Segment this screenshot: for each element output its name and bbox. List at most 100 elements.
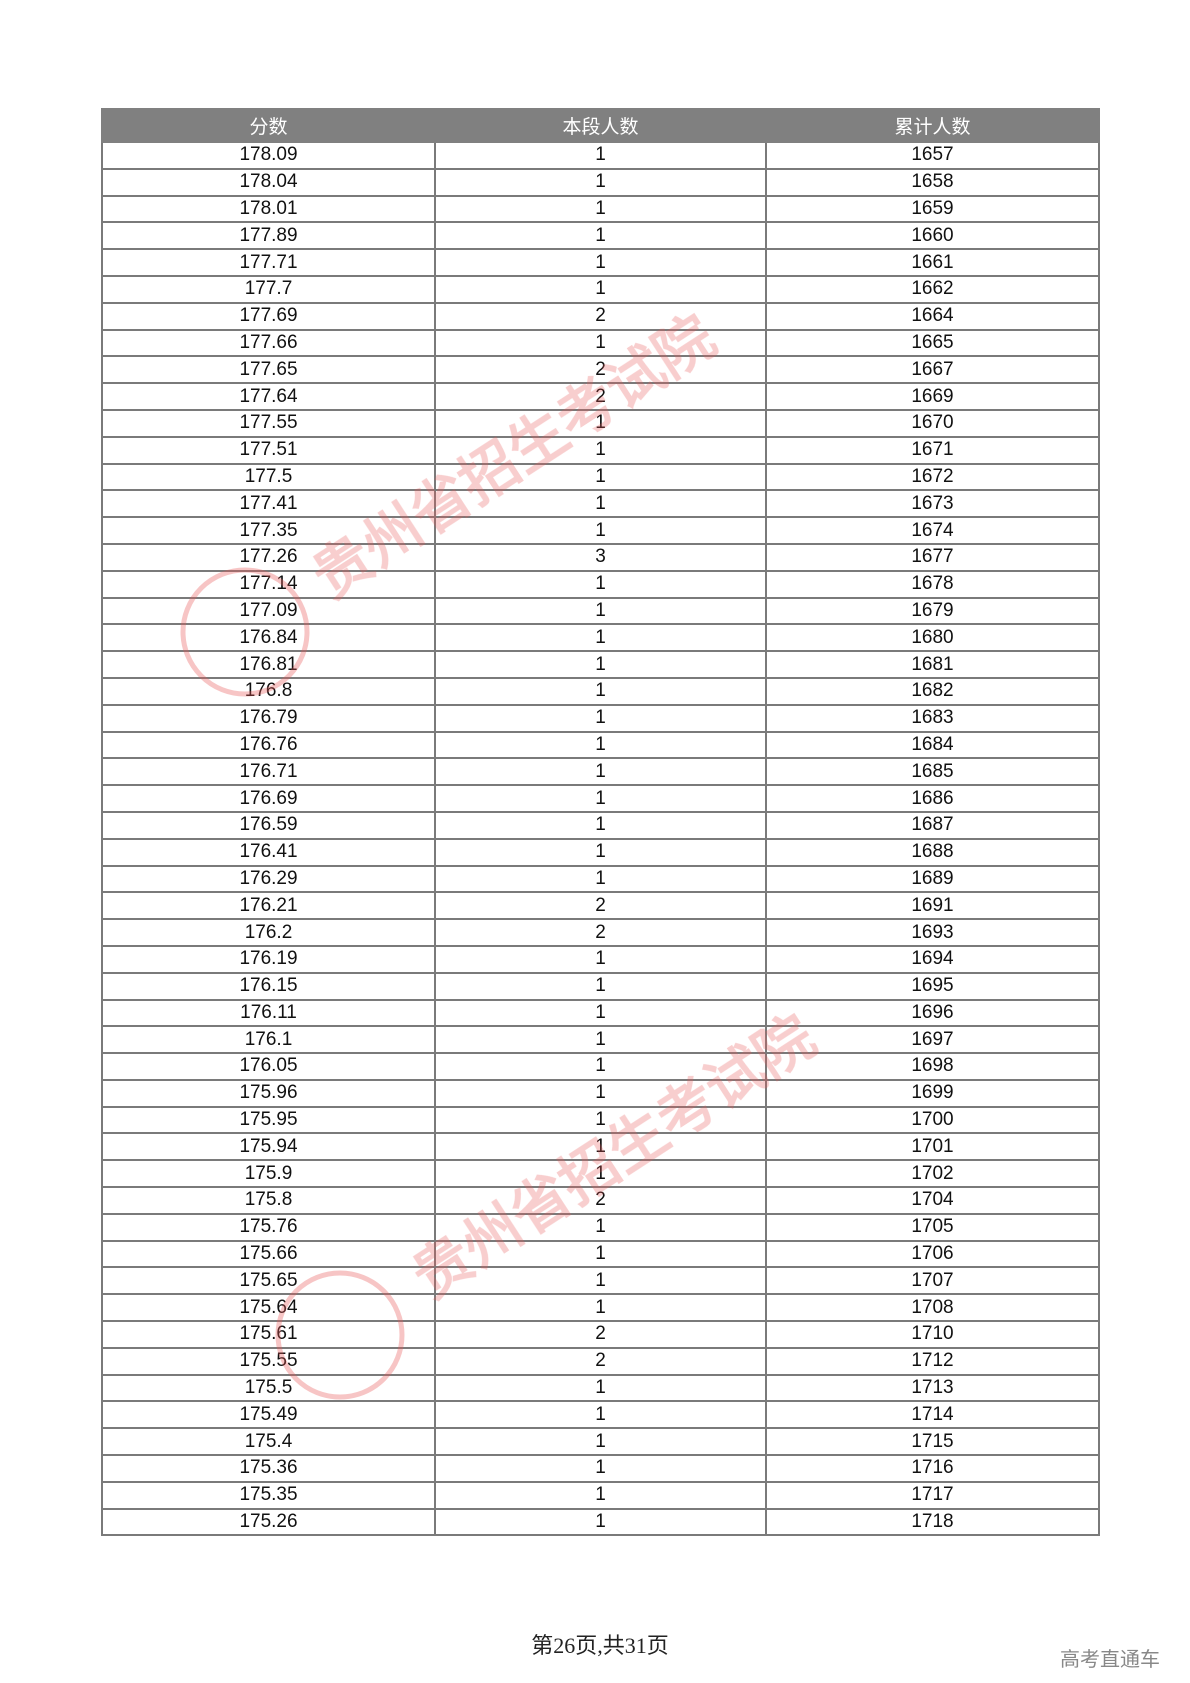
cell-segment-count: 1 xyxy=(434,676,767,706)
table-row: 176.1 1 1697 xyxy=(101,1025,1100,1055)
table-row: 175.61 2 1710 xyxy=(101,1320,1100,1349)
cell-segment-count: 1 xyxy=(434,1239,767,1269)
table-row: 178.04 1 1658 xyxy=(101,167,1100,197)
cell-cumulative-count: 1659 xyxy=(765,194,1100,224)
table-row: 176.84 1 1680 xyxy=(101,623,1100,653)
cell-cumulative-count: 1687 xyxy=(765,810,1100,840)
table-row: 175.5 1 1713 xyxy=(101,1373,1100,1403)
cell-score: 177.7 xyxy=(101,274,436,304)
table-row: 175.35 1 1717 xyxy=(101,1480,1100,1510)
cell-cumulative-count: 1706 xyxy=(765,1239,1100,1269)
cell-score: 177.71 xyxy=(101,248,436,277)
cell-segment-count: 1 xyxy=(434,248,767,277)
cell-score: 177.26 xyxy=(101,542,436,572)
cell-segment-count: 2 xyxy=(434,301,767,331)
table-row: 177.89 1 1660 xyxy=(101,221,1100,251)
table-row: 178.09 1 1657 xyxy=(101,141,1100,170)
table-row: 177.7 1 1662 xyxy=(101,274,1100,304)
cell-score: 175.9 xyxy=(101,1159,436,1189)
cell-score: 176.05 xyxy=(101,1052,436,1081)
cell-segment-count: 1 xyxy=(434,1480,767,1510)
cell-score: 176.71 xyxy=(101,757,436,787)
table-row: 175.65 1 1707 xyxy=(101,1266,1100,1296)
cell-segment-count: 1 xyxy=(434,1132,767,1162)
cell-segment-count: 2 xyxy=(434,382,767,411)
cell-segment-count: 1 xyxy=(434,1454,767,1483)
cell-segment-count: 1 xyxy=(434,408,767,438)
table-row: 177.71 1 1661 xyxy=(101,248,1100,277)
cell-segment-count: 1 xyxy=(434,1427,767,1457)
cell-segment-count: 1 xyxy=(434,1400,767,1430)
cell-score: 177.5 xyxy=(101,462,436,492)
cell-segment-count: 1 xyxy=(434,971,767,1001)
cell-segment-count: 1 xyxy=(434,1373,767,1403)
cell-cumulative-count: 1677 xyxy=(765,542,1100,572)
cell-segment-count: 2 xyxy=(434,1186,767,1215)
cell-score: 176.79 xyxy=(101,703,436,733)
table-row: 177.51 1 1671 xyxy=(101,435,1100,465)
cell-segment-count: 2 xyxy=(434,918,767,947)
cell-cumulative-count: 1683 xyxy=(765,703,1100,733)
cell-cumulative-count: 1682 xyxy=(765,676,1100,706)
cell-cumulative-count: 1707 xyxy=(765,1266,1100,1296)
cell-score: 177.09 xyxy=(101,596,436,626)
table-row: 177.35 1 1674 xyxy=(101,516,1100,545)
header-segment-count: 本段人数 xyxy=(434,108,767,143)
table-row: 175.76 1 1705 xyxy=(101,1212,1100,1242)
cell-score: 175.26 xyxy=(101,1507,436,1537)
cell-score: 175.5 xyxy=(101,1373,436,1403)
table-row: 176.29 1 1689 xyxy=(101,864,1100,894)
cell-cumulative-count: 1679 xyxy=(765,596,1100,626)
cell-score: 175.94 xyxy=(101,1132,436,1162)
cell-score: 178.04 xyxy=(101,167,436,197)
cell-score: 176.21 xyxy=(101,891,436,921)
table-row: 177.55 1 1670 xyxy=(101,408,1100,438)
header-score: 分数 xyxy=(101,108,436,143)
cell-cumulative-count: 1710 xyxy=(765,1320,1100,1349)
cell-cumulative-count: 1686 xyxy=(765,784,1100,813)
cell-cumulative-count: 1702 xyxy=(765,1159,1100,1189)
table-row: 175.9 1 1702 xyxy=(101,1159,1100,1189)
score-distribution-table: 分数 本段人数 累计人数 178.09 1 1657 178.04 1 1658 178.0… xyxy=(101,108,1100,1537)
brand-watermark: 高考直通车 xyxy=(1060,1649,1160,1671)
table-row: 176.11 1 1696 xyxy=(101,998,1100,1028)
table-row: 176.21 2 1691 xyxy=(101,891,1100,921)
table-row: 178.01 1 1659 xyxy=(101,194,1100,224)
cell-cumulative-count: 1714 xyxy=(765,1400,1100,1430)
cell-score: 176.41 xyxy=(101,837,436,867)
cell-cumulative-count: 1691 xyxy=(765,891,1100,921)
cell-segment-count: 2 xyxy=(434,355,767,385)
cell-segment-count: 1 xyxy=(434,757,767,787)
cell-cumulative-count: 1695 xyxy=(765,971,1100,1001)
table-row: 176.2 2 1693 xyxy=(101,918,1100,947)
cell-cumulative-count: 1670 xyxy=(765,408,1100,438)
cell-segment-count: 1 xyxy=(434,167,767,197)
cell-score: 176.59 xyxy=(101,810,436,840)
cell-cumulative-count: 1694 xyxy=(765,944,1100,974)
cell-score: 177.65 xyxy=(101,355,436,385)
cell-cumulative-count: 1704 xyxy=(765,1186,1100,1215)
table-row: 175.4 1 1715 xyxy=(101,1427,1100,1457)
table-row: 176.15 1 1695 xyxy=(101,971,1100,1001)
cell-score: 178.01 xyxy=(101,194,436,224)
cell-cumulative-count: 1665 xyxy=(765,328,1100,358)
cell-cumulative-count: 1717 xyxy=(765,1480,1100,1510)
cell-cumulative-count: 1688 xyxy=(765,837,1100,867)
cell-segment-count: 1 xyxy=(434,596,767,626)
cell-score: 175.65 xyxy=(101,1266,436,1296)
cell-segment-count: 1 xyxy=(434,1266,767,1296)
cell-score: 177.66 xyxy=(101,328,436,358)
table-row: 175.96 1 1699 xyxy=(101,1078,1100,1108)
cell-segment-count: 1 xyxy=(434,1507,767,1537)
table-row: 175.64 1 1708 xyxy=(101,1293,1100,1323)
cell-cumulative-count: 1716 xyxy=(765,1454,1100,1483)
cell-cumulative-count: 1705 xyxy=(765,1212,1100,1242)
cell-cumulative-count: 1660 xyxy=(765,221,1100,251)
table-row: 176.79 1 1683 xyxy=(101,703,1100,733)
cell-cumulative-count: 1718 xyxy=(765,1507,1100,1537)
cell-segment-count: 1 xyxy=(434,1159,767,1189)
header-cumulative-count: 累计人数 xyxy=(765,108,1100,143)
cell-score: 175.95 xyxy=(101,1105,436,1135)
cell-score: 176.76 xyxy=(101,730,436,760)
cell-score: 177.69 xyxy=(101,301,436,331)
